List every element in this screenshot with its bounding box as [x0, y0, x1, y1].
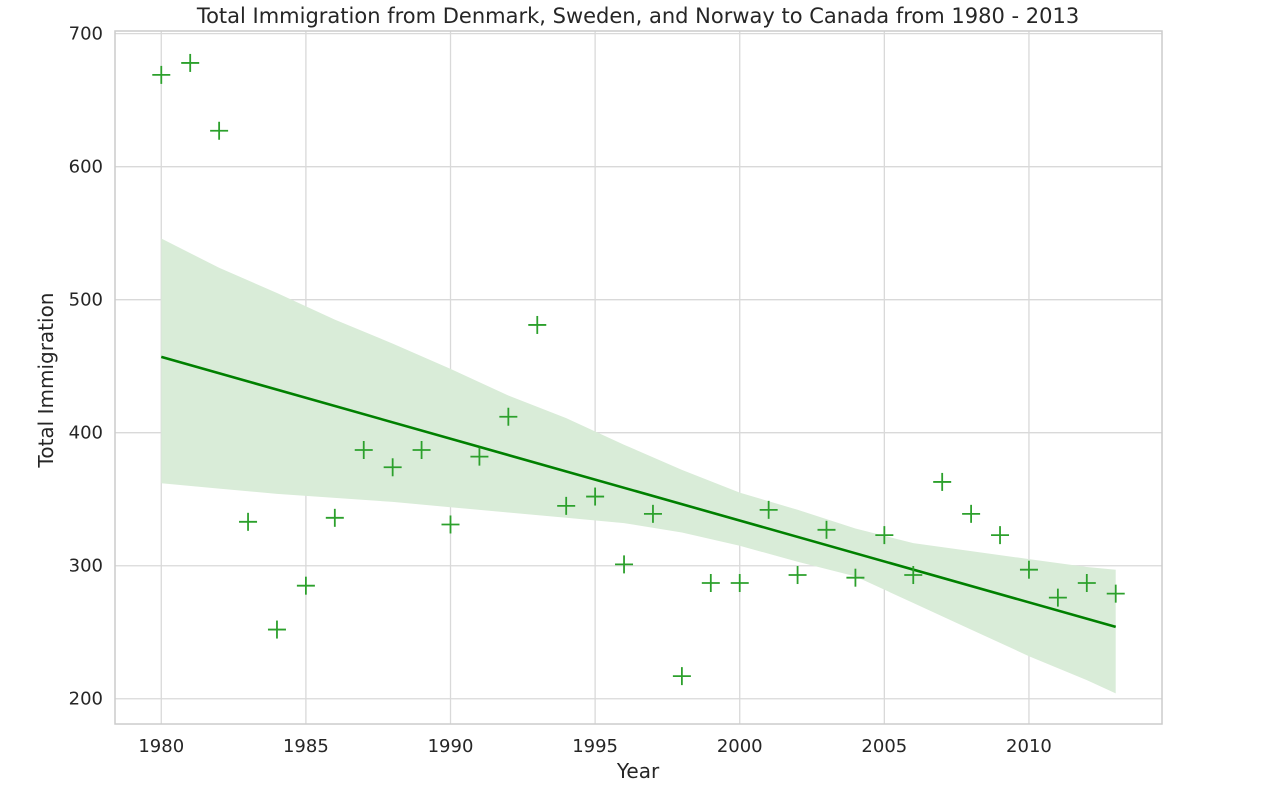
- x-tick-label: 2005: [861, 736, 907, 757]
- data-point: [528, 315, 547, 334]
- x-tick-label: 1990: [428, 736, 474, 757]
- data-points: [152, 53, 1125, 686]
- data-point: [1077, 574, 1096, 593]
- data-point: [1106, 584, 1125, 603]
- y-tick-label: 400: [69, 423, 103, 444]
- data-point: [875, 526, 894, 545]
- data-point: [210, 121, 229, 140]
- confidence-band: [161, 238, 1116, 694]
- data-point: [470, 447, 489, 466]
- x-tick-label: 2000: [717, 736, 763, 757]
- data-point: [991, 526, 1010, 545]
- regression-line: [160, 355, 1117, 629]
- data-point: [412, 440, 431, 459]
- data-point: [152, 65, 171, 84]
- data-point: [586, 487, 605, 506]
- x-tick-label: 2010: [1006, 736, 1052, 757]
- x-tick-label: 1995: [572, 736, 618, 757]
- data-point: [817, 520, 836, 539]
- y-tick-labels: 200 300 400 500 600 700: [69, 24, 103, 710]
- data-point: [296, 576, 315, 595]
- data-point: [962, 504, 981, 523]
- y-tick-label: 200: [69, 689, 103, 710]
- data-point: [672, 667, 691, 686]
- data-point: [499, 407, 518, 426]
- regression-line-group: [160, 355, 1117, 629]
- data-point: [933, 472, 952, 491]
- data-point: [181, 53, 200, 72]
- x-tick-label: 1985: [283, 736, 329, 757]
- data-point: [239, 512, 258, 531]
- plot-frame: [114, 30, 1163, 725]
- data-point: [325, 508, 344, 527]
- data-point: [846, 568, 865, 587]
- data-point: [759, 500, 778, 519]
- y-tick-label: 600: [69, 157, 103, 178]
- data-point: [354, 440, 373, 459]
- x-tick-label: 1980: [138, 736, 184, 757]
- x-tick-labels: 1980 1985 1990 1995 2000 2005 2010: [138, 736, 1051, 757]
- data-point: [383, 458, 402, 477]
- x-axis-label: Year: [616, 759, 660, 783]
- y-tick-label: 500: [69, 290, 103, 311]
- chart-title: Total Immigration from Denmark, Sweden, …: [196, 4, 1079, 28]
- data-point: [643, 504, 662, 523]
- y-axis-label: Total Immigration: [34, 293, 58, 469]
- data-point: [557, 496, 576, 515]
- data-point: [441, 515, 460, 534]
- confidence-band-group: [161, 238, 1116, 694]
- y-tick-label: 300: [69, 556, 103, 577]
- data-point: [267, 620, 286, 639]
- data-point: [730, 574, 749, 593]
- data-point: [1048, 588, 1067, 607]
- data-point: [1019, 560, 1038, 579]
- data-point: [904, 566, 923, 585]
- data-point: [701, 574, 720, 593]
- y-tick-label: 700: [69, 24, 103, 45]
- data-point: [615, 555, 634, 574]
- data-point: [788, 566, 807, 585]
